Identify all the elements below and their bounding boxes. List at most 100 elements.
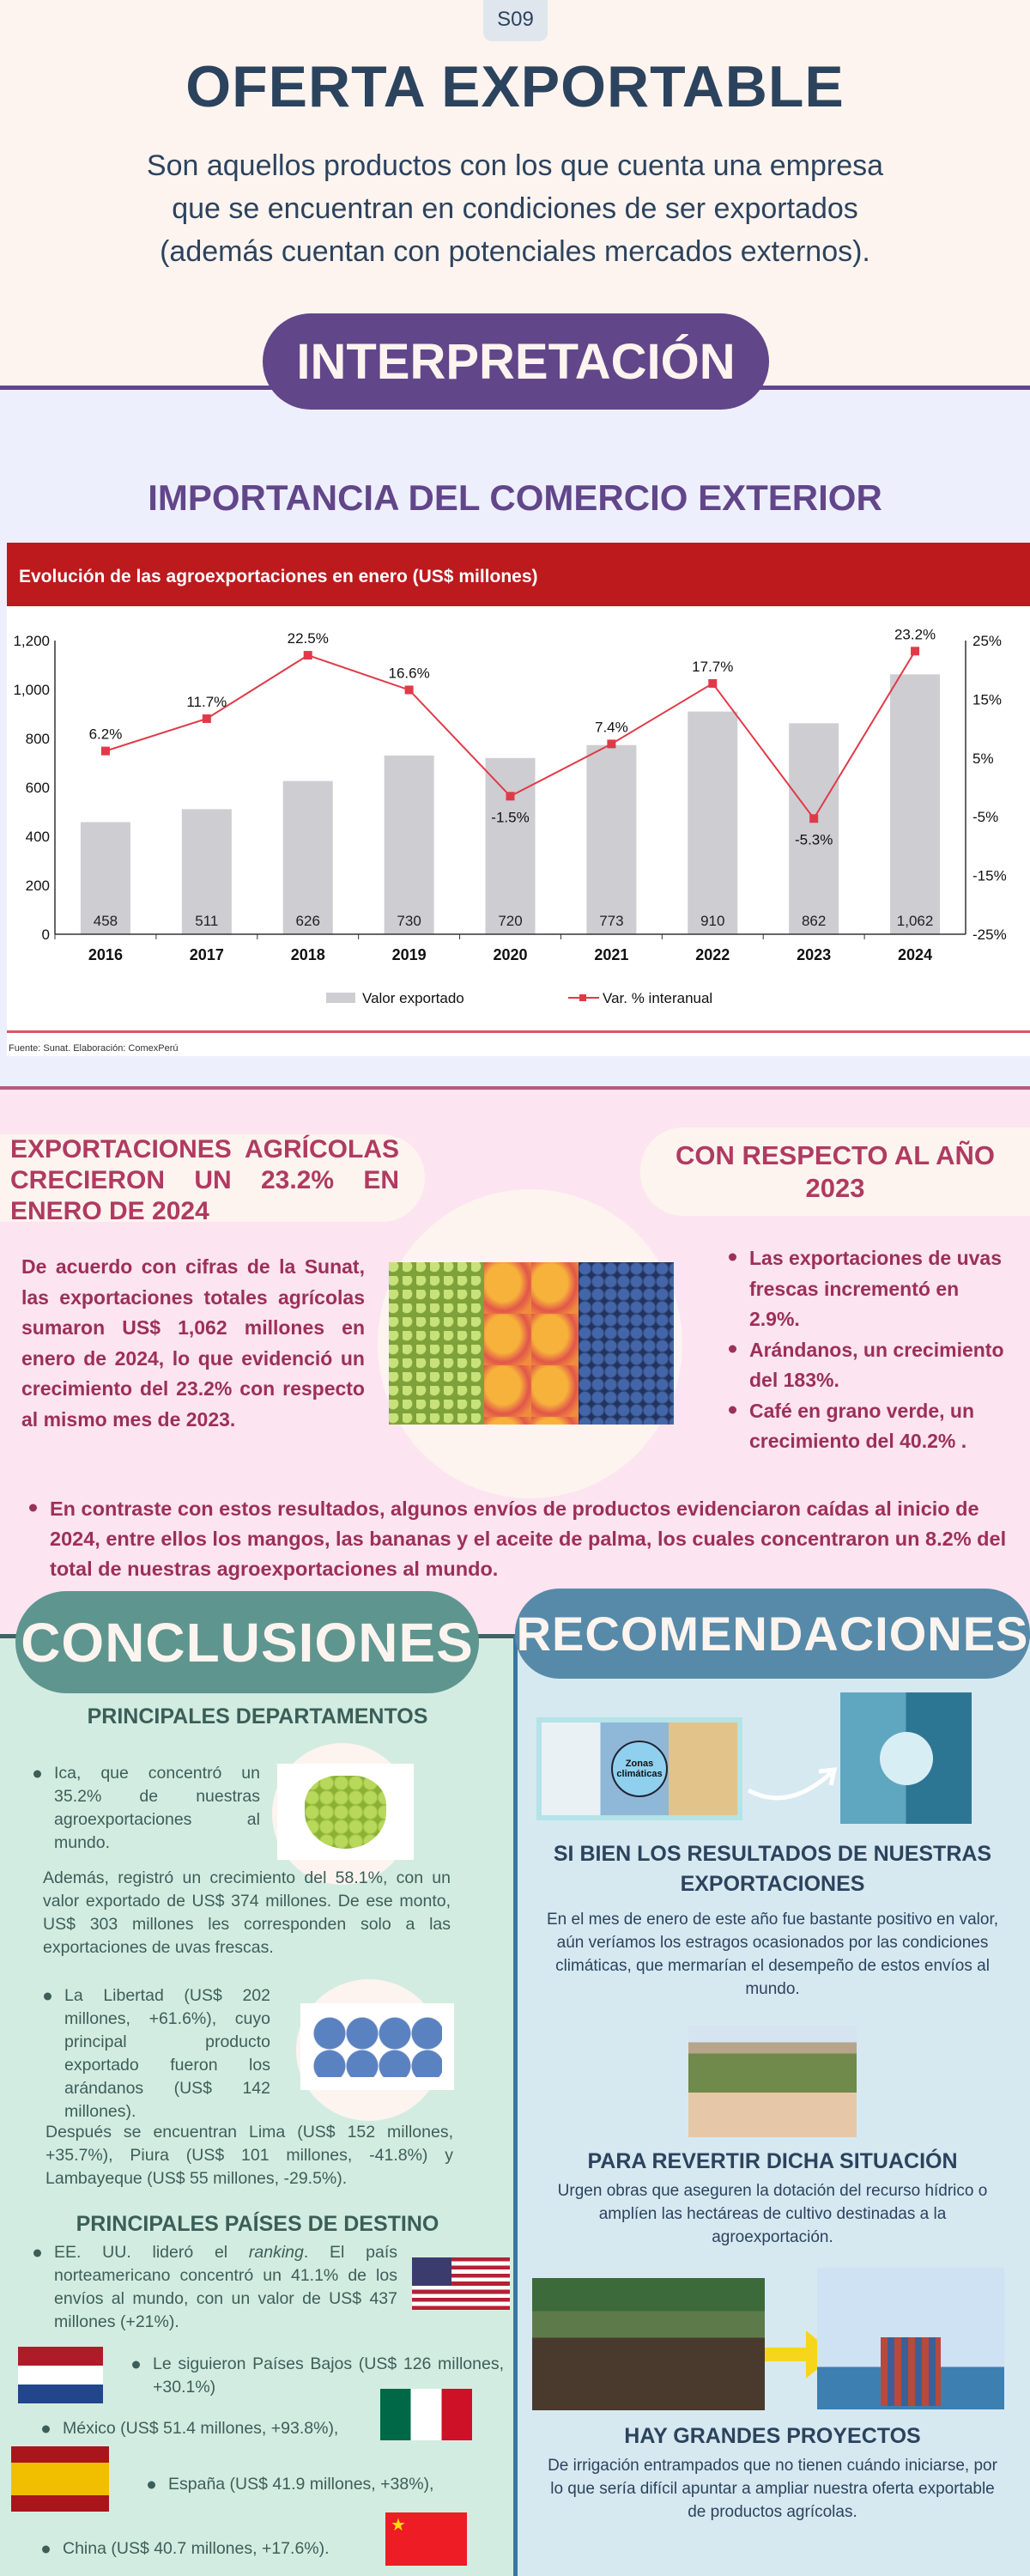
bar-value-label: 910 bbox=[700, 913, 724, 929]
mexico-flag-icon bbox=[380, 2389, 472, 2440]
legend-swatch-bar bbox=[326, 993, 355, 1003]
y-tick-label-left: 800 bbox=[26, 731, 50, 747]
section-heading: IMPORTANCIA DEL COMERCIO EXTERIOR bbox=[148, 477, 882, 518]
respect-bullets: Las exportaciones de uvas frescas increm… bbox=[725, 1243, 1013, 1457]
ship-icon bbox=[881, 2337, 941, 2406]
line-value-label: 17.7% bbox=[692, 659, 733, 675]
respect-title-box: CON RESPECTO AL AÑO 2023 bbox=[640, 1127, 1030, 1216]
line-value-label: -1.5% bbox=[491, 809, 529, 825]
usa-text: EE. UU. lideró el bbox=[54, 2243, 249, 2262]
bar bbox=[485, 757, 536, 934]
netherlands-flag-icon bbox=[18, 2347, 103, 2403]
line-marker bbox=[809, 814, 819, 823]
y-tick-label-right: 5% bbox=[972, 750, 994, 767]
line-marker bbox=[303, 651, 312, 660]
chart-footer-line bbox=[7, 1030, 1030, 1033]
bullet-grapes: Las exportaciones de uvas frescas increm… bbox=[725, 1243, 1013, 1335]
line-value-label: 22.5% bbox=[288, 630, 329, 647]
blueberries-image bbox=[300, 2003, 454, 2090]
x-tick-label: 2017 bbox=[190, 946, 224, 963]
bar bbox=[789, 723, 839, 934]
x-tick-label: 2024 bbox=[898, 946, 932, 963]
contrast-list: En contraste con estos resultados, algun… bbox=[26, 1494, 1013, 1584]
chart-container: Evolución de las agroexportaciones en en… bbox=[7, 543, 1030, 1056]
fruits-image bbox=[389, 1262, 674, 1425]
bar-value-label: 511 bbox=[195, 913, 218, 929]
legend-label: Valor exportado bbox=[362, 990, 464, 1006]
legend-label: Var. % interanual bbox=[603, 990, 712, 1006]
bullet-coffee: Café en grano verde, un crecimiento del … bbox=[725, 1396, 1013, 1457]
agri-paragraph: De acuerdo con cifras de la Sunat, las e… bbox=[21, 1255, 365, 1431]
line-marker bbox=[202, 714, 211, 723]
bar bbox=[688, 711, 738, 934]
divider bbox=[0, 1086, 1030, 1090]
china-flag-icon: ★ bbox=[385, 2512, 467, 2566]
chart-source: Fuente: Sunat. Elaboración: ComexPerú bbox=[9, 1043, 179, 1054]
spain-list: España (US$ 41.9 millones, +38%), bbox=[144, 2473, 470, 2496]
ica-list: Ica, que concentró un 35.2% de nuestras … bbox=[30, 1762, 260, 1855]
line-marker bbox=[607, 739, 616, 749]
bar-value-label: 720 bbox=[498, 913, 522, 929]
bar bbox=[890, 674, 941, 934]
bar-value-label: 862 bbox=[802, 913, 826, 929]
page-subtitle: Son aquellos productos con los que cuent… bbox=[146, 149, 884, 268]
revert-heading: PARA REVERTIR DICHA SITUACIÓN bbox=[587, 2149, 958, 2173]
china-list: China (US$ 40.7 millones, +17.6%). bbox=[39, 2537, 382, 2561]
curved-arrow-icon bbox=[747, 1767, 838, 1801]
line-value-label: 11.7% bbox=[186, 694, 227, 710]
mangoes-strip bbox=[483, 1262, 579, 1425]
usa-list: EE. UU. lideró el ranking. El país norte… bbox=[30, 2241, 397, 2334]
line-value-label: 16.6% bbox=[389, 665, 430, 681]
line-value-label: 23.2% bbox=[894, 626, 936, 642]
netherlands-list: Le siguieron Países Bajos (US$ 126 millo… bbox=[129, 2353, 504, 2399]
blueberry-pile bbox=[312, 2016, 442, 2077]
climate-label: Zonas climáticas bbox=[611, 1741, 668, 1797]
bullet-china: China (US$ 40.7 millones, +17.6%). bbox=[39, 2537, 382, 2561]
x-tick-label: 2019 bbox=[392, 946, 427, 963]
x-tick-label: 2021 bbox=[594, 946, 628, 963]
bar bbox=[586, 744, 637, 934]
other-departments: Después se encuentran Lima (US$ 152 mill… bbox=[45, 2123, 453, 2188]
line-value-label: 7.4% bbox=[595, 719, 628, 735]
revert-text: Urgen obras que aseguren la dotación del… bbox=[557, 2182, 988, 2246]
vertical-divider bbox=[513, 1636, 518, 2576]
countries-heading: PRINCIPALES PAÍSES DE DESTINO bbox=[76, 2212, 439, 2236]
interpretation-pill: INTERPRETACIÓN bbox=[263, 313, 769, 410]
bar bbox=[80, 822, 130, 934]
legend-marker bbox=[579, 994, 586, 1001]
chart-title: Evolución de las agroexportaciones en en… bbox=[19, 567, 538, 586]
y-tick-label-left: 400 bbox=[26, 829, 50, 845]
irrigation-canal-image bbox=[688, 2026, 857, 2137]
y-tick-label-left: 1,000 bbox=[13, 682, 50, 698]
x-tick-label: 2018 bbox=[291, 946, 325, 963]
y-tick-label-left: 600 bbox=[26, 780, 50, 796]
y-tick-label-right: 25% bbox=[972, 633, 1002, 649]
departments-heading: PRINCIPALES DEPARTAMENTOS bbox=[87, 1704, 428, 1728]
line-marker bbox=[708, 678, 718, 688]
bar-value-label: 773 bbox=[599, 913, 623, 929]
y-tick-label-right: -25% bbox=[972, 927, 1007, 943]
ica-detail: Además, registró un crecimiento del 58.1… bbox=[43, 1868, 451, 1957]
usa-ranking: ranking bbox=[248, 2243, 304, 2262]
y-tick-label-left: 200 bbox=[26, 878, 50, 894]
bar-value-label: 730 bbox=[397, 913, 421, 929]
page-title: OFERTA EXPORTABLE bbox=[185, 54, 845, 119]
bullet-netherlands: Le siguieron Países Bajos (US$ 126 millo… bbox=[129, 2353, 504, 2399]
bullet-libertad: La Libertad (US$ 202 millones, +61.6%), … bbox=[40, 1984, 270, 2123]
usa-flag-icon bbox=[412, 2257, 510, 2310]
projects-heading: HAY GRANDES PROYECTOS bbox=[624, 2424, 921, 2448]
line-value-label: -5.3% bbox=[795, 831, 833, 848]
cargo-ship-image bbox=[817, 2268, 1004, 2409]
grapes-image bbox=[277, 1764, 414, 1860]
x-tick-label: 2022 bbox=[695, 946, 730, 963]
chart-header-band bbox=[7, 543, 1030, 606]
bullet-usa: EE. UU. lideró el ranking. El país norte… bbox=[30, 2241, 397, 2334]
y-tick-label-left: 1,200 bbox=[13, 633, 50, 649]
bar-value-label: 626 bbox=[296, 913, 320, 929]
bar bbox=[282, 781, 333, 934]
x-tick-label: 2020 bbox=[493, 946, 527, 963]
bullet-contrast: En contraste con estos resultados, algun… bbox=[26, 1494, 1013, 1584]
projects-text: De irrigación entrampados que no tienen … bbox=[548, 2457, 997, 2521]
agroexports-chart: Evolución de las agroexportaciones en en… bbox=[7, 543, 1030, 1054]
slide-badge: S09 bbox=[483, 0, 548, 41]
